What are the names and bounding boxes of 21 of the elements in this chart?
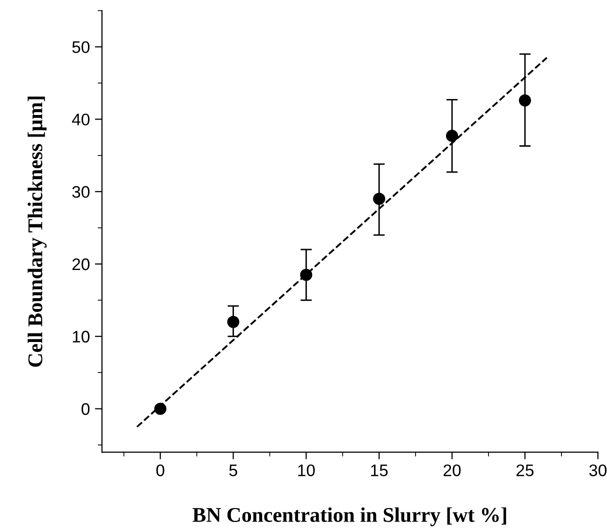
y-tick-label: 10 — [72, 330, 90, 343]
x-tick-label: 0 — [156, 464, 164, 476]
y-tick-label: 30 — [72, 186, 90, 198]
point — [154, 402, 166, 415]
point — [227, 316, 240, 328]
x-tick-label: 15 — [371, 464, 388, 476]
x-tick-label: 10 — [298, 464, 315, 476]
y-tick-label: 50 — [72, 41, 90, 54]
point — [518, 94, 532, 106]
point — [300, 268, 312, 281]
y-tick-label: 40 — [72, 114, 90, 126]
y-axis-title: Cell Boundary Thickness [µm] — [28, 96, 47, 367]
point — [373, 192, 386, 205]
x-tick-label: 5 — [229, 464, 238, 476]
y-tick-label: 0 — [82, 403, 90, 415]
x-tick-label: 30 — [589, 464, 607, 476]
point — [446, 130, 458, 142]
x-axis-title: BN Concentration in Slurry [wt %] — [192, 507, 506, 526]
y-tick-label: 20 — [72, 258, 90, 270]
x-tick-label: 25 — [516, 464, 534, 476]
x-tick-label: 20 — [444, 464, 461, 476]
